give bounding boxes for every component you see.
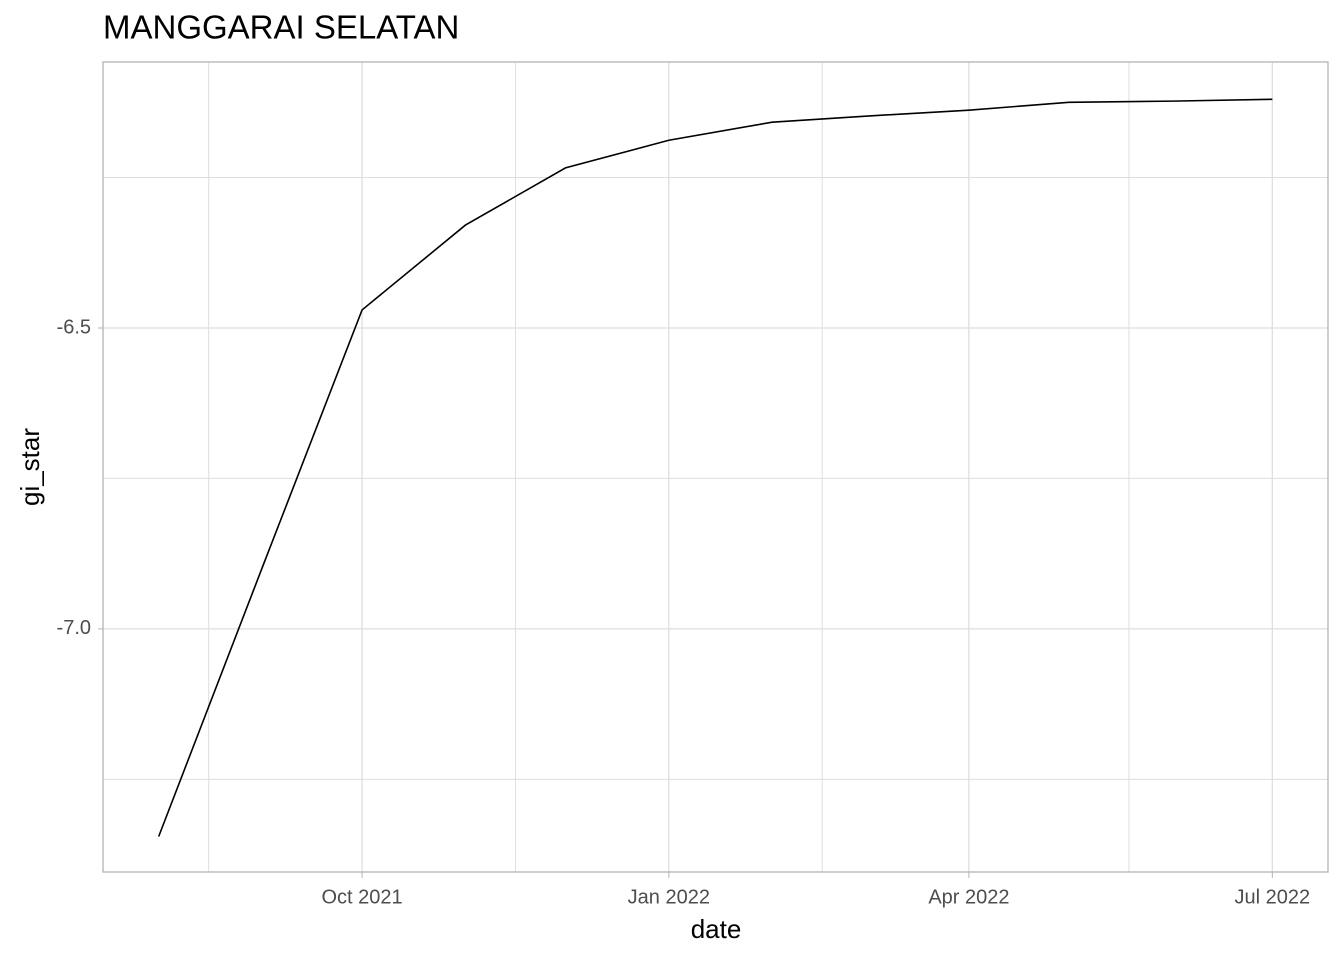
line xyxy=(157,98,1273,837)
x-tick-label: Jul 2022 xyxy=(1235,886,1311,908)
x-tick-label: Apr 2022 xyxy=(928,886,1009,908)
chart-title: MANGGARAI SELATAN xyxy=(103,9,459,46)
y-tick-label: -7.0 xyxy=(57,617,91,639)
y-axis-title: gi_star xyxy=(15,428,45,506)
y-tick-label: -6.5 xyxy=(57,316,91,338)
x-tick-label: Oct 2021 xyxy=(321,886,402,908)
x-tick-label: Jan 2022 xyxy=(628,886,710,908)
panel-border xyxy=(102,61,1329,873)
x-axis-title: date xyxy=(691,914,742,944)
